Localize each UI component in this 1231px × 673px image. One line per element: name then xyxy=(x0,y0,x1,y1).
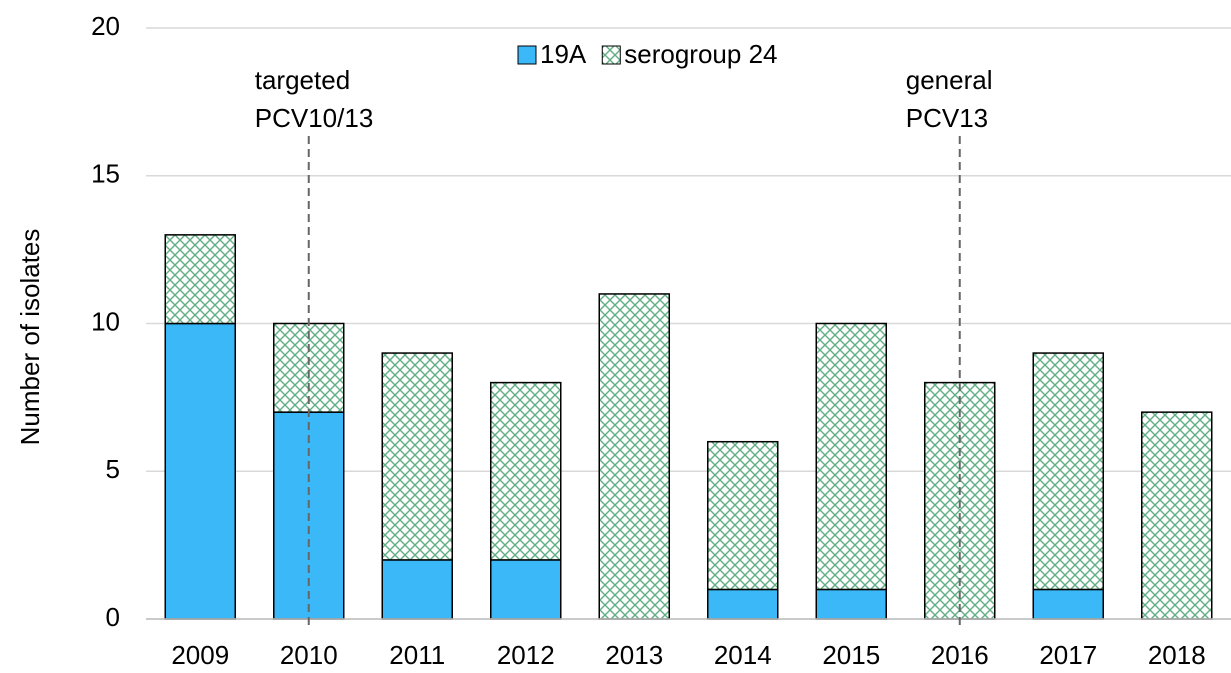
x-tick-label: 2013 xyxy=(605,640,663,670)
bar-segment xyxy=(164,322,236,620)
annotation-text: PCV13 xyxy=(906,103,988,133)
x-tick-label: 2012 xyxy=(497,640,555,670)
x-tick-label: 2018 xyxy=(1148,640,1206,670)
x-tick-label: 2010 xyxy=(280,640,338,670)
y-axis-label: Number of isolates xyxy=(15,229,45,446)
bar-segment xyxy=(381,352,453,561)
bar-segment xyxy=(598,293,670,620)
bar-segment xyxy=(815,322,887,591)
legend-swatch xyxy=(601,45,621,65)
legend-label: serogroup 24 xyxy=(624,39,777,69)
bar-segment xyxy=(490,559,562,620)
bar-segment xyxy=(815,588,887,620)
x-tick-label: 2015 xyxy=(822,640,880,670)
bar-segment xyxy=(707,440,779,591)
x-tick-label: 2017 xyxy=(1039,640,1097,670)
legend-label: 19A xyxy=(540,39,587,69)
annotation-text: targeted xyxy=(255,65,350,95)
x-tick-label: 2011 xyxy=(389,640,445,670)
y-tick-label: 15 xyxy=(91,159,120,189)
x-tick-label: 2014 xyxy=(714,640,772,670)
legend-swatch xyxy=(517,45,537,65)
bar-segment xyxy=(490,381,562,561)
bar-segment xyxy=(1032,588,1104,620)
annotation-text: general xyxy=(906,65,993,95)
y-tick-label: 0 xyxy=(106,602,120,632)
bar-segment xyxy=(1141,411,1213,620)
bar-segment xyxy=(707,588,779,620)
y-tick-label: 10 xyxy=(91,306,120,336)
bar-segment xyxy=(164,234,236,325)
bar-segment xyxy=(381,559,453,620)
y-tick-label: 20 xyxy=(91,11,120,41)
x-tick-label: 2016 xyxy=(931,640,989,670)
x-tick-label: 2009 xyxy=(171,640,229,670)
annotation-text: PCV10/13 xyxy=(255,103,374,133)
y-tick-label: 5 xyxy=(106,454,120,484)
bar-segment xyxy=(1032,352,1104,591)
